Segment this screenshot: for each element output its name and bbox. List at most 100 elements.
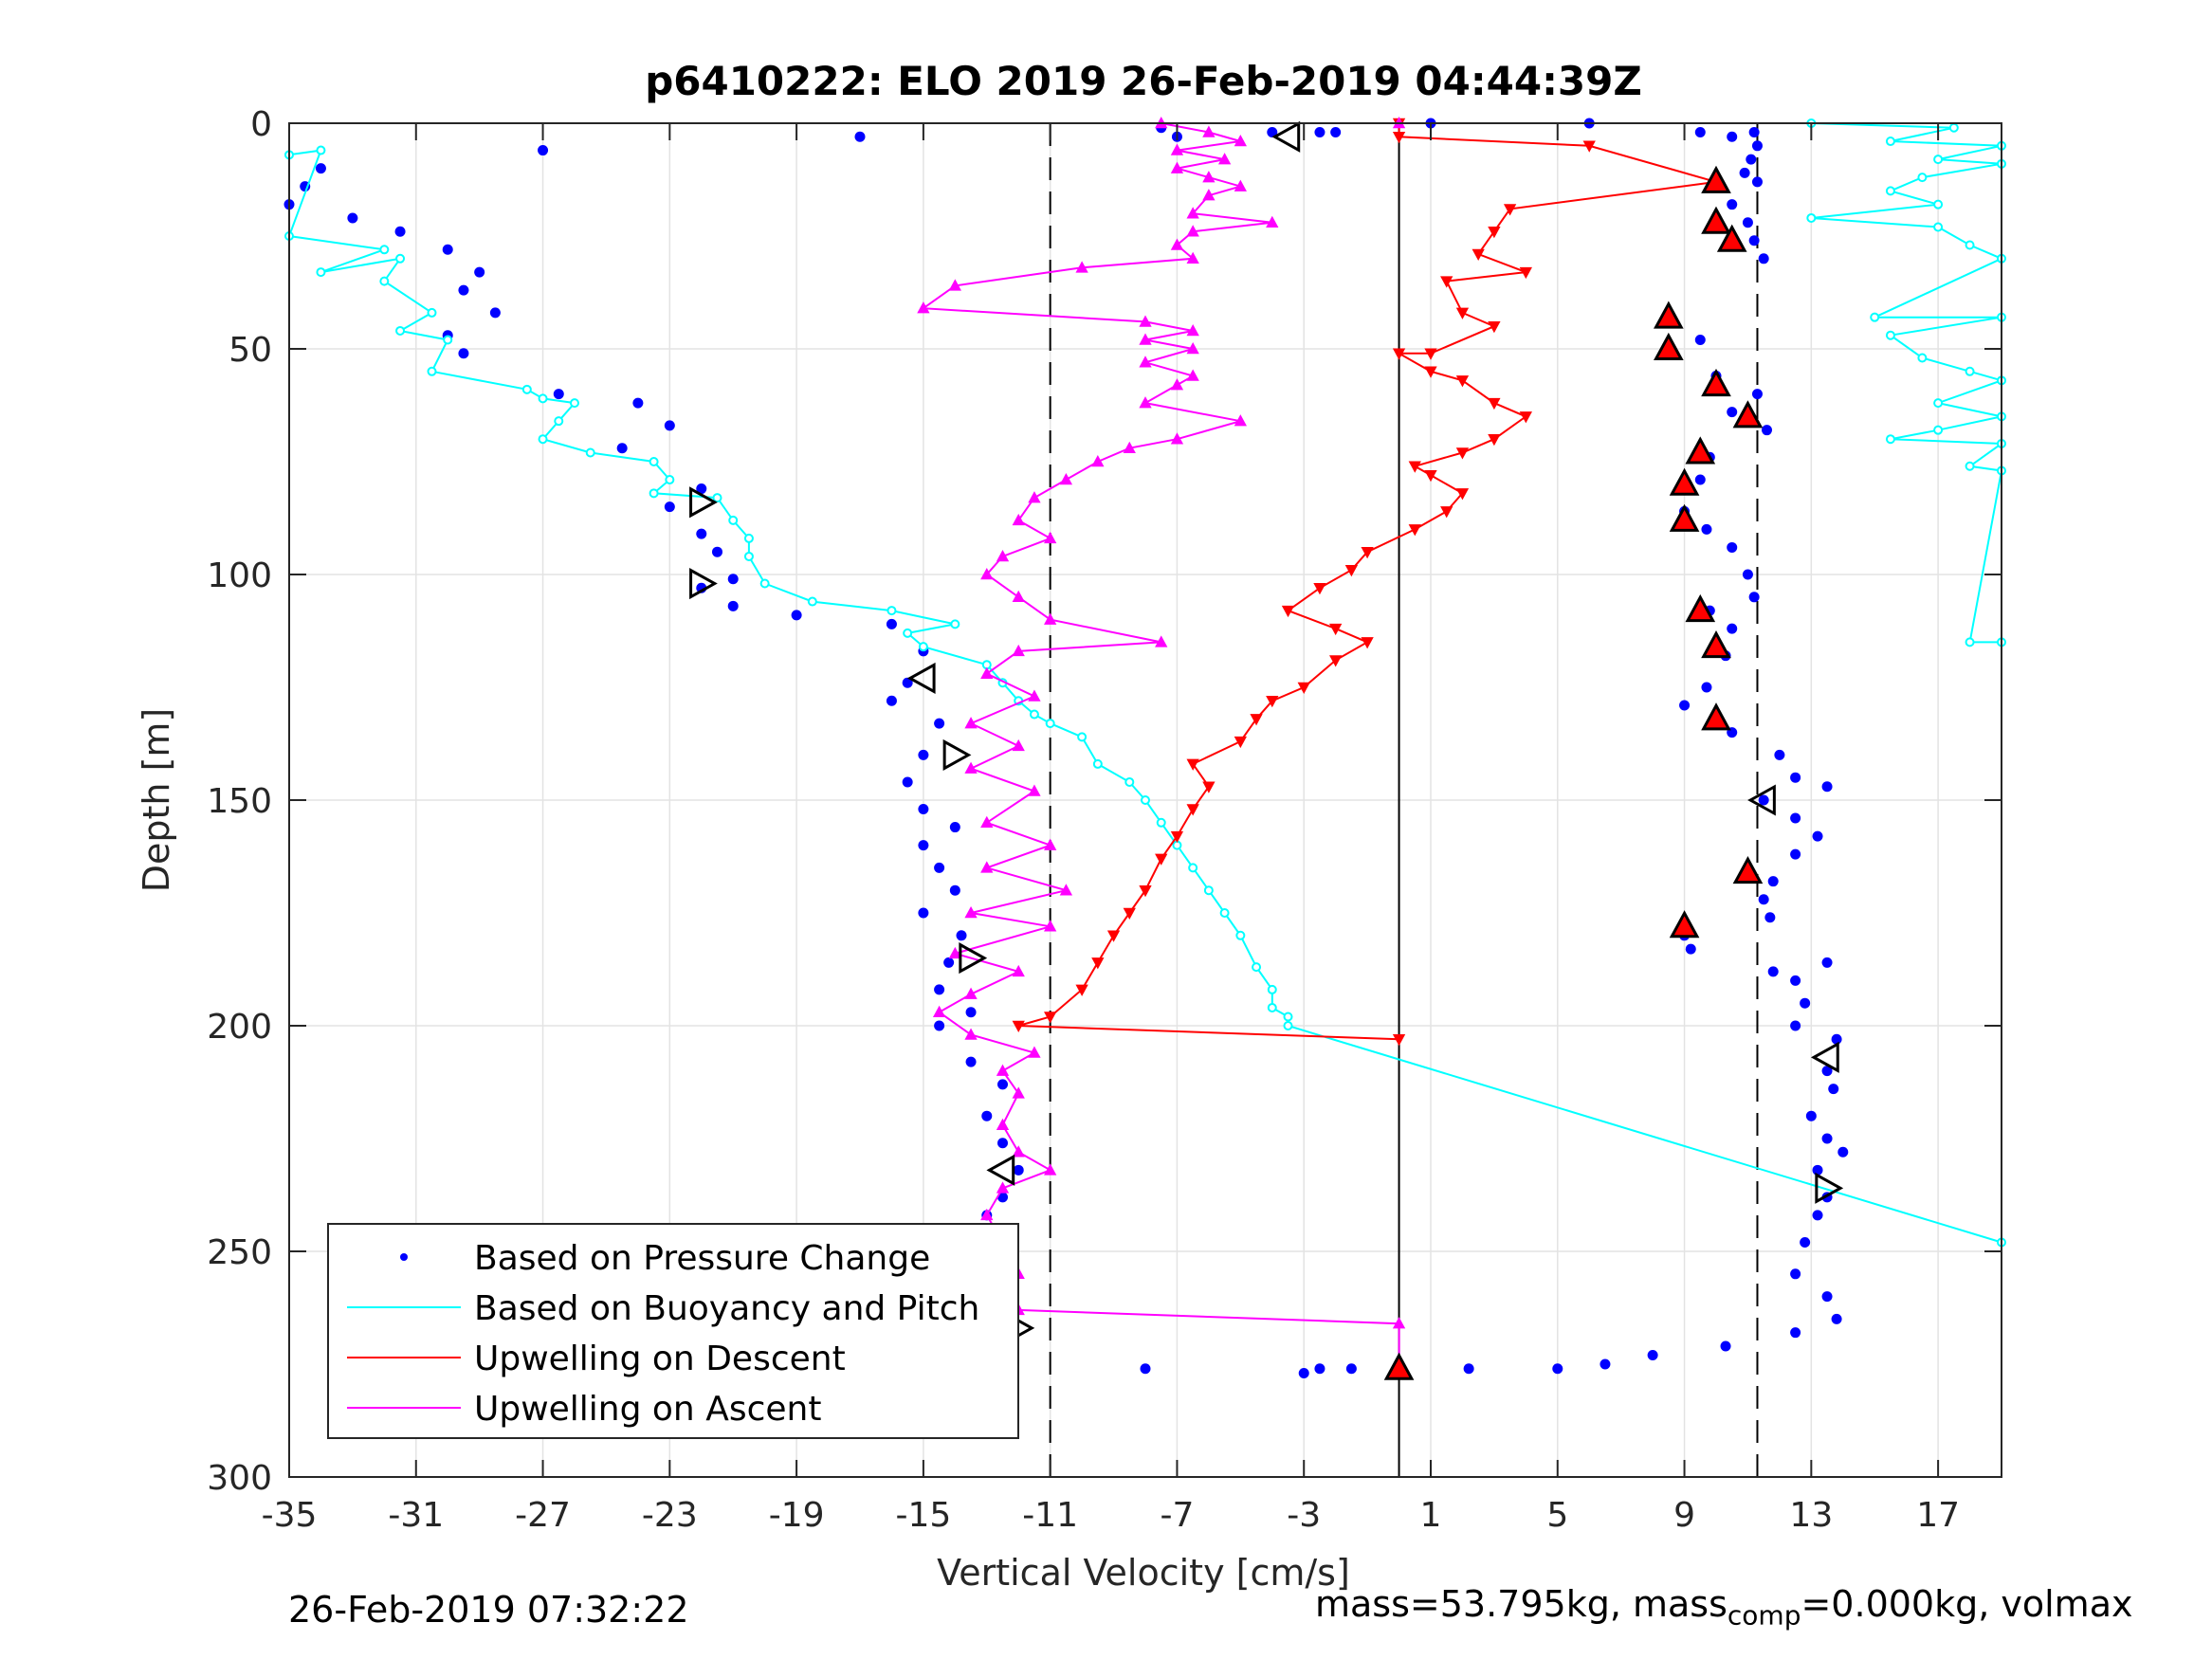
data-point — [665, 475, 675, 485]
data-point — [712, 493, 722, 503]
data-point — [1790, 812, 1801, 824]
data-point — [1330, 127, 1342, 138]
data-point — [943, 957, 955, 968]
data-point — [1139, 356, 1152, 368]
data-point — [649, 457, 659, 466]
data-point — [1424, 366, 1437, 378]
data-point — [1044, 838, 1057, 850]
data-point — [1917, 173, 1928, 183]
data-point — [1701, 523, 1712, 535]
data-point — [347, 212, 358, 224]
data-point — [1170, 378, 1184, 391]
data-point — [1234, 135, 1247, 147]
data-point — [696, 528, 707, 539]
data-point — [1012, 590, 1025, 603]
data-point — [1329, 623, 1343, 636]
data-point — [996, 1181, 1010, 1194]
data-point — [980, 815, 994, 829]
data-point — [1266, 696, 1279, 708]
data-point — [1463, 1363, 1474, 1375]
data-point — [1314, 1363, 1325, 1375]
data-point — [1059, 884, 1073, 896]
data-point — [1029, 709, 1039, 720]
data-point — [886, 695, 897, 706]
data-point — [1155, 853, 1168, 866]
data-point — [1252, 962, 1262, 973]
y-tick-label: 200 — [207, 1008, 272, 1047]
data-point — [1727, 407, 1738, 418]
data-point — [949, 822, 960, 833]
series-line — [1017, 123, 1717, 1041]
data-point — [1186, 804, 1199, 816]
data-point — [1933, 155, 1944, 165]
data-point — [1091, 957, 1105, 970]
data-point — [1424, 470, 1437, 483]
x-tick-label: 5 — [1546, 1496, 1568, 1535]
open-left-triangle-marker — [986, 1154, 1015, 1186]
data-point — [1917, 353, 1928, 363]
data-point — [379, 276, 390, 286]
data-point — [1361, 637, 1374, 649]
data-point — [980, 1208, 994, 1221]
data-point — [997, 1192, 1008, 1203]
data-point — [395, 325, 406, 336]
data-point — [917, 301, 930, 314]
data-point — [664, 420, 675, 431]
data-point — [997, 1138, 1008, 1149]
data-point — [1123, 907, 1136, 920]
x-tick-label: -31 — [388, 1496, 444, 1535]
data-point — [1408, 461, 1421, 473]
data-point — [728, 515, 739, 525]
y-axis-label: Depth [m] — [136, 708, 177, 893]
y-tick-label: 0 — [250, 105, 272, 144]
data-point — [395, 253, 406, 264]
legend: Based on Pressure Change Based on Buoyanc… — [327, 1223, 1019, 1439]
data-point — [1267, 984, 1277, 994]
data-point — [1767, 966, 1779, 977]
data-point — [1800, 997, 1811, 1009]
data-point — [1748, 127, 1760, 138]
data-point — [1806, 212, 1817, 223]
data-point — [980, 568, 994, 580]
series-line — [287, 149, 2002, 1244]
red-triangle-marker — [1716, 224, 1747, 252]
data-point — [1764, 912, 1776, 923]
data-point — [1219, 908, 1230, 918]
data-point — [1140, 1363, 1151, 1375]
data-point — [1742, 217, 1753, 228]
data-point — [1965, 366, 1975, 376]
data-point — [632, 397, 644, 409]
data-point — [315, 163, 326, 174]
data-point — [1758, 794, 1769, 806]
open-right-triangle-marker — [689, 567, 718, 600]
data-point — [1012, 964, 1025, 977]
x-tick-label: -3 — [1287, 1496, 1321, 1535]
data-point — [1012, 513, 1025, 526]
data-point — [1748, 235, 1760, 246]
data-point — [1488, 433, 1501, 447]
data-point — [1727, 131, 1738, 142]
data-point — [1329, 655, 1343, 667]
series-line — [1811, 122, 2005, 644]
data-point — [1234, 414, 1247, 427]
data-point — [1685, 943, 1696, 955]
data-point — [1392, 1034, 1406, 1047]
data-point — [1679, 700, 1691, 711]
data-point — [1156, 817, 1166, 828]
data-point — [1821, 1066, 1833, 1077]
red-triangle-marker — [1669, 910, 1700, 939]
data-point — [1748, 592, 1760, 603]
data-point — [1805, 1110, 1817, 1121]
data-point — [1742, 569, 1753, 580]
data-point — [1408, 524, 1421, 537]
data-point — [1012, 1020, 1025, 1032]
x-axis-label: Vertical Velocity [cm/s] — [937, 1552, 1350, 1594]
legend-swatch — [400, 1253, 408, 1261]
data-point — [458, 348, 469, 359]
data-point — [996, 549, 1010, 562]
data-point — [1440, 506, 1453, 519]
data-point — [1170, 161, 1184, 173]
x-tick-label: 1 — [1420, 1496, 1442, 1535]
data-point — [1885, 434, 1895, 445]
data-point — [1790, 1327, 1801, 1339]
